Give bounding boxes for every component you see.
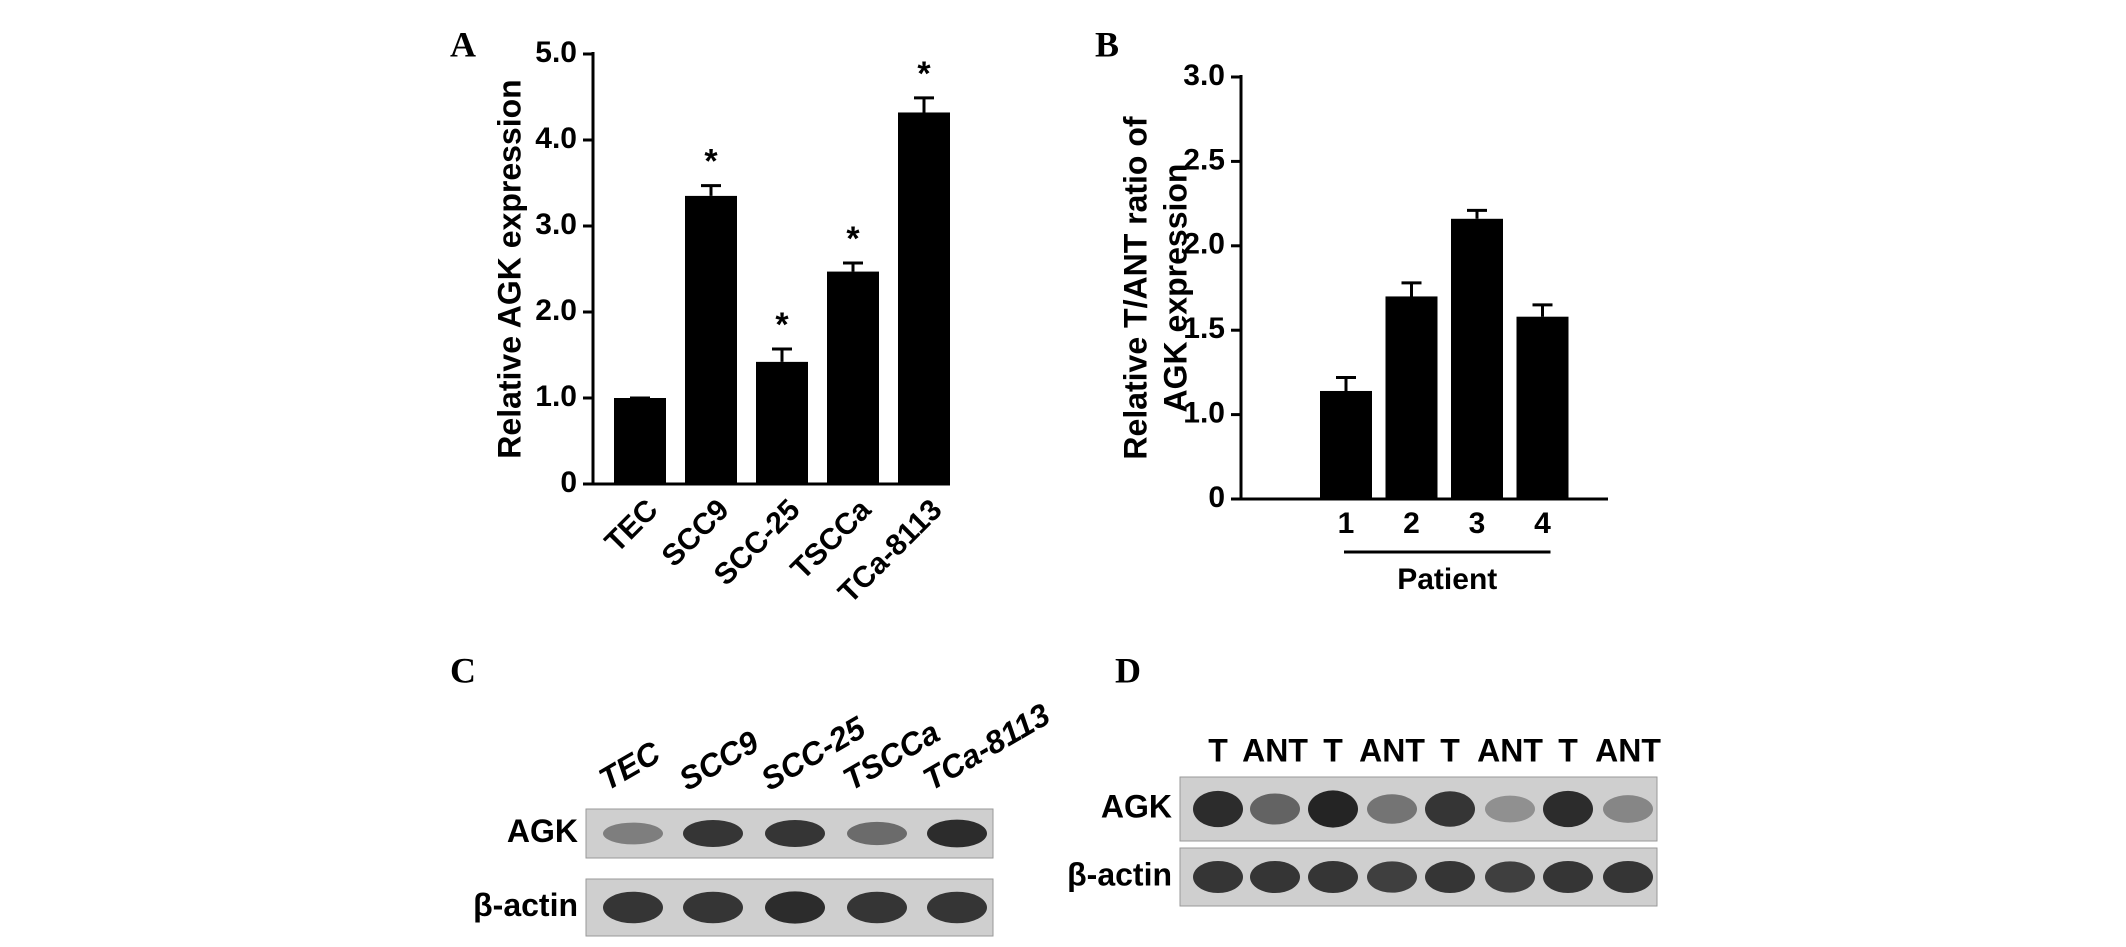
x-axis-label: Patient <box>1397 563 1497 596</box>
panel-label: C <box>450 650 476 690</box>
error-bar <box>1532 303 1553 317</box>
y-axis-label: Relative AGK expression <box>491 79 527 458</box>
x-tick-label: 1 <box>1338 507 1355 540</box>
blot-band <box>1250 860 1300 894</box>
x-tick-label: 4 <box>1534 507 1551 540</box>
blot-band <box>765 819 825 848</box>
bar <box>614 398 666 484</box>
lane-label: ANT <box>1595 732 1661 768</box>
error-bar <box>843 261 863 272</box>
lane-label: TEC <box>593 734 667 798</box>
blot-band <box>1308 790 1358 828</box>
blot-band <box>1485 795 1535 823</box>
error-bar <box>914 96 934 113</box>
blot-band <box>683 891 743 924</box>
lane-label: ANT <box>1242 732 1308 768</box>
row-label: β-actin <box>473 887 578 923</box>
lane-label: ANT <box>1359 732 1425 768</box>
error-bar <box>772 347 792 362</box>
blot-band <box>1425 791 1475 827</box>
y-tick-label: 3.0 <box>1183 59 1225 92</box>
blot-band <box>603 891 663 924</box>
row-label: β-actin <box>1067 856 1172 892</box>
y-tick-label: 5.0 <box>535 36 577 69</box>
blot-band <box>1543 790 1593 828</box>
significance-marker: * <box>846 220 860 258</box>
blot-band <box>683 819 743 848</box>
error-bar <box>1467 208 1487 219</box>
significance-marker: * <box>917 55 931 93</box>
y-axis-label: Relative T/ANT ratio of <box>1117 116 1153 460</box>
y-tick-label: 1.5 <box>1183 312 1225 345</box>
bar <box>685 195 737 484</box>
blot-band <box>1250 793 1300 825</box>
blot-band <box>603 822 663 845</box>
bar <box>756 361 808 484</box>
bar <box>1516 316 1569 499</box>
blot-band <box>1193 860 1243 894</box>
blot-band <box>847 891 907 924</box>
blot-band <box>1308 860 1358 894</box>
lane-label: ANT <box>1477 732 1543 768</box>
y-tick-label: 1.0 <box>1183 397 1225 430</box>
blot-band <box>1603 795 1653 823</box>
y-tick-label: 4.0 <box>535 122 577 155</box>
row-label: AGK <box>507 813 578 849</box>
y-tick-label: 0 <box>560 466 577 499</box>
lane-label: T <box>1208 732 1228 768</box>
lane-label: T <box>1440 732 1460 768</box>
bar <box>1385 296 1438 499</box>
row-label: AGK <box>1101 788 1172 824</box>
y-tick-label: 2.0 <box>1183 228 1225 261</box>
bar <box>827 271 879 484</box>
blot-band <box>1543 860 1593 894</box>
blot-band <box>765 891 825 924</box>
blot-band <box>1193 790 1243 828</box>
blot-band <box>927 819 987 848</box>
y-axis-label: AGK expression <box>1157 164 1193 413</box>
panel-label: B <box>1095 24 1119 64</box>
y-tick-label: 2.5 <box>1183 143 1225 176</box>
blot-band <box>1367 861 1417 893</box>
lane-label: T <box>1558 732 1578 768</box>
blot-band <box>1485 861 1535 893</box>
blot-band <box>847 821 907 846</box>
y-tick-label: 2.0 <box>535 294 577 327</box>
lane-label: SCC9 <box>673 723 765 797</box>
x-tick-label: TEC <box>599 493 665 559</box>
x-tick-label: 2 <box>1403 507 1420 540</box>
blot-band <box>1367 794 1417 824</box>
y-tick-label: 1.0 <box>535 380 577 413</box>
error-bar <box>701 184 721 196</box>
panel-label: A <box>450 24 476 64</box>
significance-marker: * <box>704 143 718 181</box>
blot-band <box>927 891 987 924</box>
significance-marker: * <box>775 306 789 344</box>
panel-label: D <box>1115 650 1141 690</box>
bar <box>898 112 950 484</box>
bar <box>1320 390 1372 499</box>
lane-label: T <box>1323 732 1343 768</box>
blot-band <box>1425 860 1475 894</box>
error-bar <box>1336 375 1356 391</box>
error-bar <box>1401 281 1422 297</box>
y-tick-label: 0 <box>1208 481 1225 514</box>
bar <box>1451 218 1503 500</box>
y-tick-label: 3.0 <box>535 208 577 241</box>
blot-band <box>1603 860 1653 894</box>
x-tick-label: 3 <box>1469 507 1486 540</box>
